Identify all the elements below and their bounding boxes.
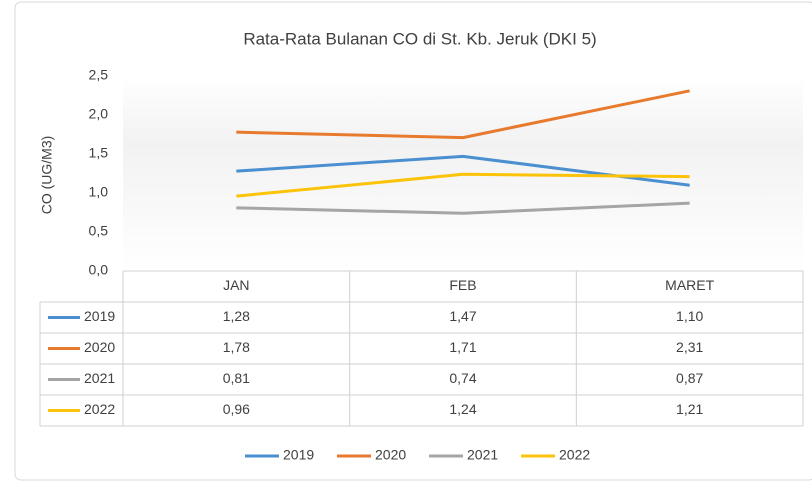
legend-label: 2019	[283, 447, 314, 463]
table-series-name: 2020	[84, 339, 115, 355]
table-value: 1,10	[676, 308, 703, 324]
y-tick-label: 0,0	[89, 262, 109, 278]
legend-label: 2021	[467, 447, 498, 463]
table-value: 0,96	[223, 401, 250, 417]
table-value: 0,87	[676, 370, 703, 386]
y-tick-label: 1,5	[89, 145, 109, 161]
legend-label: 2022	[559, 447, 590, 463]
x-tick-label: MARET	[665, 277, 714, 293]
y-axis-label: CO (UG/M3)	[39, 136, 55, 215]
y-tick-label: 0,5	[89, 223, 109, 239]
table-value: 1,21	[676, 401, 703, 417]
series-line	[236, 172, 690, 198]
chart-title: Rata-Rata Bulanan CO di St. Kb. Jeruk (D…	[243, 29, 596, 48]
table-value: 0,74	[449, 370, 476, 386]
table-series-name: 2019	[84, 308, 115, 324]
y-tick-label: 2,5	[89, 67, 109, 83]
x-tick-label: JAN	[223, 277, 249, 293]
y-tick-label: 2,0	[89, 106, 109, 122]
table-value: 1,24	[449, 401, 476, 417]
table-series-name: 2021	[84, 370, 115, 386]
table-value: 0,81	[223, 370, 250, 386]
table-series-name: 2022	[84, 401, 115, 417]
x-tick-label: FEB	[449, 277, 476, 293]
table-value: 1,78	[223, 339, 250, 355]
y-tick-label: 1,0	[89, 184, 109, 200]
table-value: 1,28	[223, 308, 250, 324]
series-line	[236, 89, 690, 140]
legend-label: 2020	[375, 447, 406, 463]
table-value: 1,47	[449, 308, 476, 324]
table-value: 1,71	[449, 339, 476, 355]
series-line	[236, 201, 690, 215]
table-value: 2,31	[676, 339, 703, 355]
